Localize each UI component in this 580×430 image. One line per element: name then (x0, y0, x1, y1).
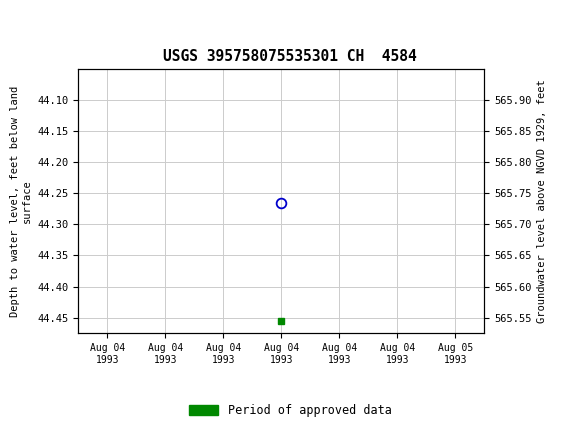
Text: USGS 395758075535301 CH  4584: USGS 395758075535301 CH 4584 (163, 49, 417, 64)
Text: USGS: USGS (20, 12, 80, 31)
Y-axis label: Depth to water level, feet below land
surface: Depth to water level, feet below land su… (10, 86, 32, 316)
Text: ≡: ≡ (3, 9, 24, 33)
Y-axis label: Groundwater level above NGVD 1929, feet: Groundwater level above NGVD 1929, feet (537, 79, 547, 323)
Legend: Period of approved data: Period of approved data (184, 399, 396, 422)
